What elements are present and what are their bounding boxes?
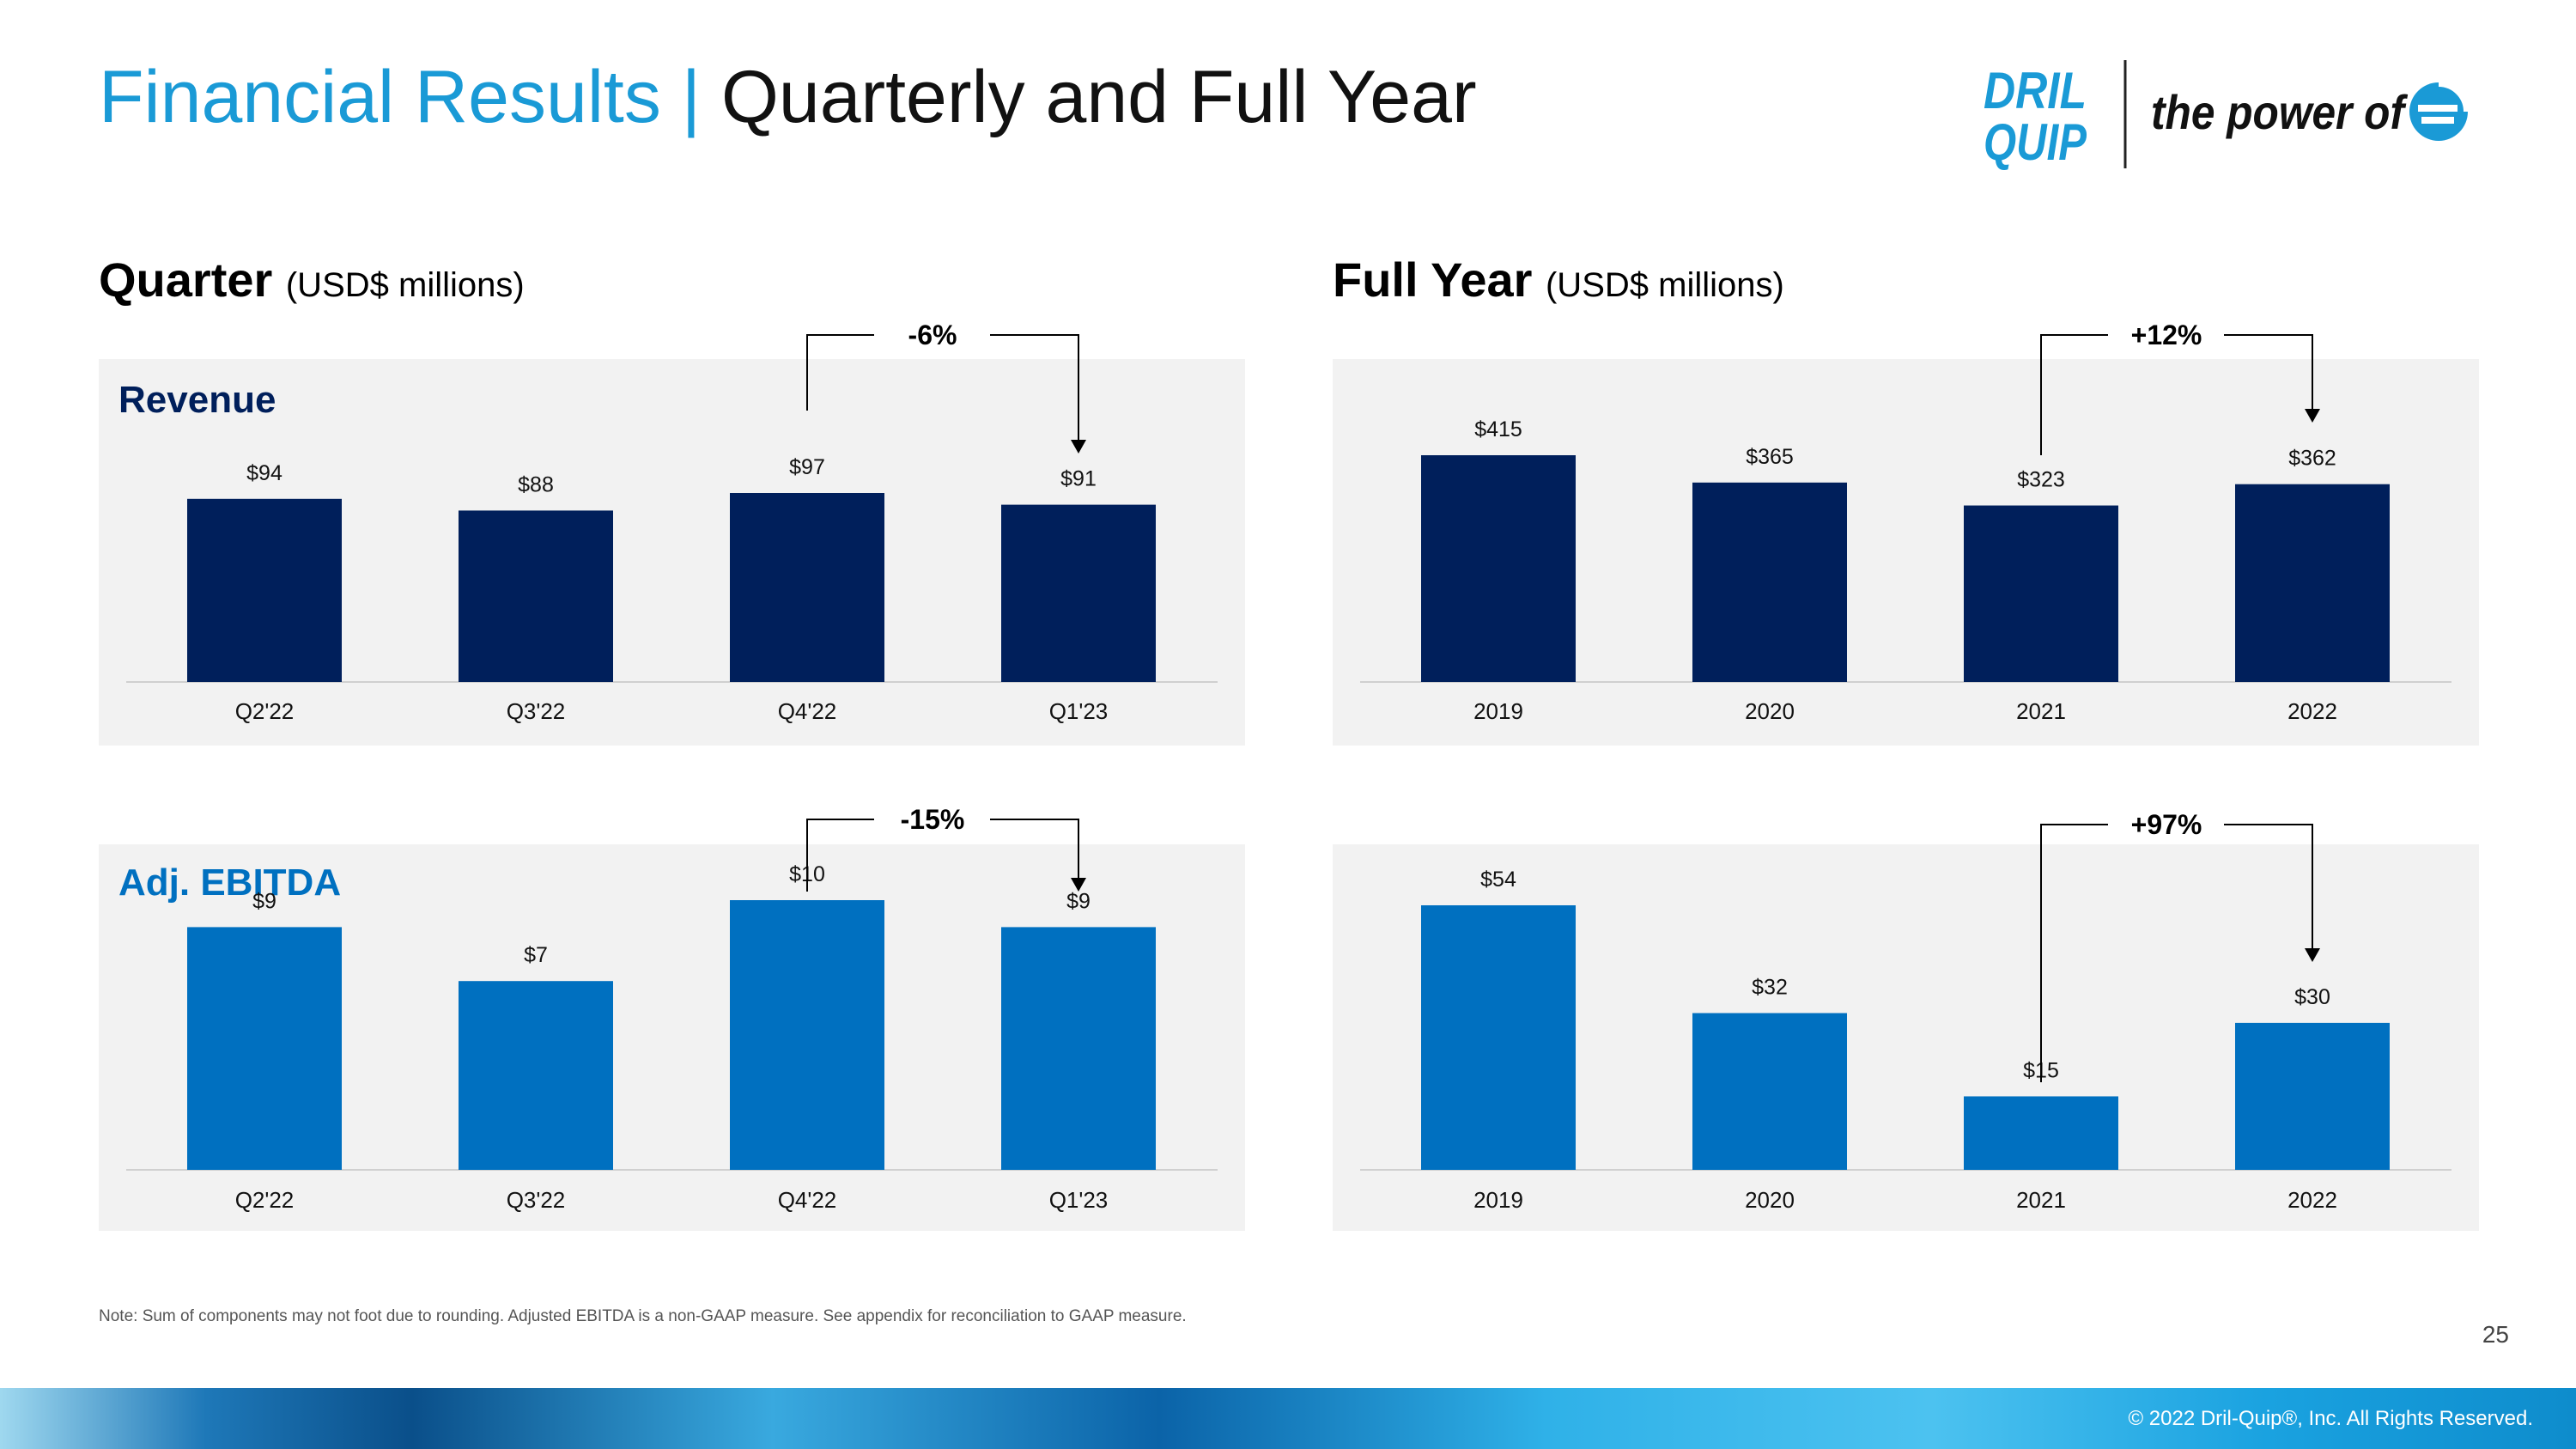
value-label: $88 <box>518 472 554 496</box>
title-part-2: Quarterly and Full Year <box>720 56 1477 138</box>
category-label: 2019 <box>1473 1187 1523 1213</box>
category-label: 2019 <box>1473 698 1523 724</box>
category-label: 2020 <box>1745 698 1795 724</box>
bar-2022 <box>2235 484 2390 682</box>
dril-quip-wordmark: DRIL QUIP <box>1984 62 2087 170</box>
bar-2019 <box>1421 905 1576 1170</box>
bar-Q2'22 <box>187 927 342 1170</box>
change-bracket <box>2040 334 2320 455</box>
category-label: Q1'23 <box>1049 698 1109 724</box>
bar-2022 <box>2235 1022 2390 1170</box>
value-label: $7 <box>524 943 548 967</box>
bar-2021 <box>1964 1096 2118 1170</box>
value-label: $9 <box>252 889 276 913</box>
change-label: +12% <box>2131 320 2202 350</box>
bar-Q4'22 <box>730 900 884 1170</box>
change-label: -6% <box>908 320 957 350</box>
bar-2021 <box>1964 505 2118 682</box>
category-label: 2022 <box>2287 698 2337 724</box>
footnote: Note: Sum of components may not foot due… <box>99 1307 1187 1325</box>
change-label: -15% <box>901 804 965 835</box>
logo-e-icon <box>2409 82 2469 141</box>
bar-Q3'22 <box>459 981 613 1170</box>
category-label: Q3'22 <box>507 1187 566 1213</box>
revenue-label: Revenue <box>118 379 276 421</box>
change-bracket <box>806 334 1086 454</box>
value-label: $32 <box>1752 975 1788 999</box>
quarter-revenue-chart: $94 Q2'22 $88 Q3'22 $97 Q4'22 $91 Q1'23 -6% <box>126 320 1218 724</box>
value-label: $9 <box>1066 889 1091 913</box>
category-label: 2021 <box>2016 1187 2066 1213</box>
page-number: 25 <box>2482 1321 2509 1348</box>
svg-text:QUIP: QUIP <box>1984 113 2087 170</box>
bar-Q1'23 <box>1001 504 1156 682</box>
bar-2020 <box>1692 1013 1847 1170</box>
svg-text:DRIL: DRIL <box>1984 62 2087 119</box>
page-title: Financial Results | Quarterly and Full Y… <box>99 60 1477 134</box>
full-year-revenue-chart: $415 2019 $365 2020 $323 2021 $362 2022 +12% <box>1360 320 2451 724</box>
category-label: Q4'22 <box>778 698 837 724</box>
change-label: +97% <box>2131 809 2202 840</box>
copyright: © 2022 Dril-Quip®, Inc. All Rights Reser… <box>2128 1407 2533 1430</box>
value-label: $97 <box>789 455 825 479</box>
category-label: Q1'23 <box>1049 1187 1109 1213</box>
footer-band <box>0 1388 2576 1449</box>
value-label: $323 <box>2017 468 2065 492</box>
change-bracket <box>2040 824 2320 1082</box>
value-label: $30 <box>2294 985 2330 1009</box>
ebitda-label: Adj. EBITDA <box>118 861 342 904</box>
category-label: 2020 <box>1745 1187 1795 1213</box>
quarter-title: Quarter <box>99 253 273 307</box>
category-label: Q2'22 <box>235 698 295 724</box>
value-label: $365 <box>1746 445 1794 469</box>
value-label: $94 <box>246 461 283 485</box>
value-label: $415 <box>1474 417 1522 441</box>
bar-Q1'23 <box>1001 927 1156 1170</box>
quarter-unit: (USD$ millions) <box>285 266 525 304</box>
logo-tagline: the power of <box>2151 85 2409 139</box>
bar-2020 <box>1692 482 1847 682</box>
category-label: 2021 <box>2016 698 2066 724</box>
title-separator: | <box>660 56 721 138</box>
bar-Q2'22 <box>187 498 342 682</box>
title-part-1: Financial Results <box>99 56 661 138</box>
full-year-title: Full Year <box>1333 253 1533 307</box>
quarter-heading: Quarter (USD$ millions) <box>99 256 525 304</box>
value-label: $91 <box>1060 467 1097 491</box>
category-label: Q4'22 <box>778 1187 837 1213</box>
value-label: $362 <box>2288 447 2336 471</box>
change-bracket <box>806 819 1086 892</box>
bar-Q3'22 <box>459 510 613 682</box>
dril-quip-logo: DRIL QUIP the power of <box>1984 60 2469 170</box>
full-year-heading: Full Year (USD$ millions) <box>1333 256 1784 304</box>
bar-Q4'22 <box>730 493 884 682</box>
category-label: Q3'22 <box>507 698 566 724</box>
category-label: Q2'22 <box>235 1187 295 1213</box>
value-label: $54 <box>1480 868 1516 892</box>
category-label: 2022 <box>2287 1187 2337 1213</box>
full-year-unit: (USD$ millions) <box>1545 266 1784 304</box>
bar-2019 <box>1421 455 1576 682</box>
